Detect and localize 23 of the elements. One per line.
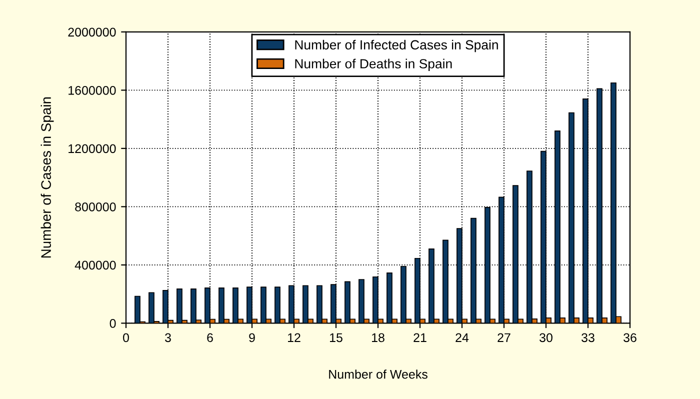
- x-tick-label: 33: [582, 333, 594, 342]
- y-axis-title: Number of Cases in Spain: [40, 97, 54, 258]
- x-tick-label: 30: [540, 333, 552, 342]
- x-tick-label: 15: [330, 333, 342, 342]
- y-tick-label: 1600000: [68, 86, 116, 95]
- y-tick-label: 800000: [75, 202, 116, 212]
- x-tick-label: 3: [165, 333, 171, 342]
- legend-label: Number of Infected Cases in Spain: [295, 40, 498, 52]
- x-tick-label: 18: [372, 333, 384, 342]
- x-axis-title: Number of Weeks: [329, 370, 428, 379]
- y-tick-label: 1200000: [68, 144, 116, 154]
- y-tick-label: 0: [110, 318, 116, 328]
- x-tick-label: 6: [207, 333, 213, 342]
- x-tick-label: 36: [624, 333, 636, 342]
- x-tick-label: 12: [288, 333, 300, 342]
- x-tick-label: 24: [456, 333, 469, 342]
- y-tick-label: 2000000: [68, 28, 116, 37]
- x-tick-label: 0: [123, 333, 129, 342]
- x-tick-label: 21: [414, 333, 426, 342]
- y-tick-label: 400000: [74, 260, 116, 270]
- legend-label: Number of Deaths in Spain: [295, 58, 452, 72]
- x-tick-label: 9: [249, 333, 255, 342]
- x-tick-label: 27: [498, 333, 510, 342]
